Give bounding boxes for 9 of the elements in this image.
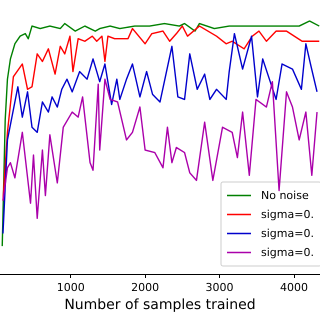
x-axis-title: Number of samples trained	[64, 296, 256, 313]
legend-label: sigma=0.	[261, 227, 314, 240]
legend-label: sigma=0.	[261, 208, 314, 221]
x-tick-label: 4000	[280, 281, 308, 294]
x-tick-label: 3000	[206, 281, 234, 294]
x-tick-label: 2000	[131, 281, 160, 294]
legend-label: No noise	[261, 189, 309, 202]
legend-label: sigma=0.	[261, 246, 314, 259]
x-tick-label: 1000	[56, 281, 85, 294]
